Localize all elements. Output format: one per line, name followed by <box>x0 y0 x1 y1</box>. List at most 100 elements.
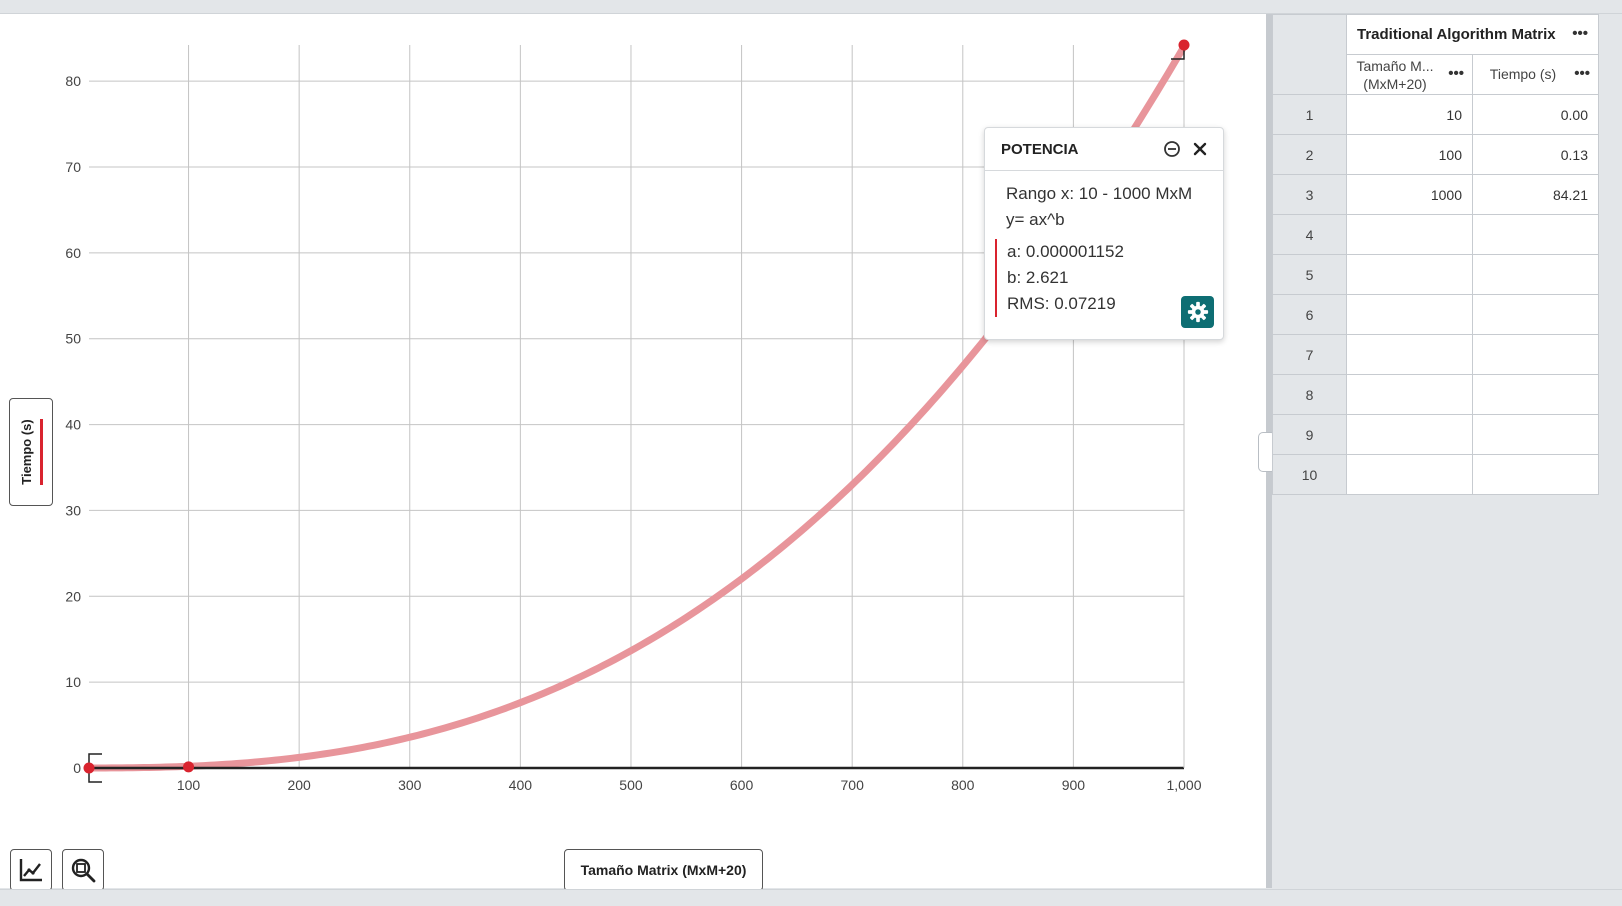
x-tick-label: 900 <box>1062 777 1086 793</box>
fit-range-text: Rango x: 10 - 1000 MxM <box>1006 184 1193 203</box>
row-number[interactable]: 1 <box>1272 94 1347 135</box>
cell-time[interactable] <box>1472 334 1599 375</box>
cell-time[interactable] <box>1472 374 1599 415</box>
y-tick-label: 70 <box>65 159 81 175</box>
cell-time[interactable] <box>1472 214 1599 255</box>
x-axis-label[interactable]: Tamaño Matrix (MxM+20) <box>564 849 763 891</box>
row-number[interactable]: 2 <box>1272 134 1347 175</box>
bottom-bar <box>0 889 1622 906</box>
table-row[interactable]: 8 <box>1272 374 1599 415</box>
x-axis-label-text: Tamaño Matrix (MxM+20) <box>580 862 747 878</box>
grid-lines <box>89 45 1185 768</box>
x-tick-label: 1,000 <box>1166 777 1201 793</box>
x-tick-label: 500 <box>619 777 643 793</box>
y-tick-label: 80 <box>65 73 81 89</box>
fit-param-b: b: 2.621 <box>1007 268 1069 287</box>
x-tick-label: 800 <box>951 777 975 793</box>
cell-size[interactable]: 1000 <box>1346 174 1473 215</box>
cell-size[interactable] <box>1346 414 1473 455</box>
cell-time[interactable]: 84.21 <box>1472 174 1599 215</box>
y-tick-label: 50 <box>65 331 81 347</box>
cell-time[interactable] <box>1472 414 1599 455</box>
fit-panel-title: POTENCIA <box>1001 140 1079 158</box>
x-tick-labels: 100 200 300 400 500 600 700 800 900 1,000 <box>177 777 1202 793</box>
series-color-swatch <box>40 419 43 485</box>
power-fit-panel[interactable]: POTENCIA Rango x: 10 - 1000 MxM y= ax^b … <box>984 127 1224 340</box>
case-menu-icon[interactable]: ••• <box>1572 25 1588 42</box>
table-row[interactable]: 6 <box>1272 294 1599 335</box>
row-number[interactable]: 6 <box>1272 294 1347 335</box>
top-bar <box>0 0 1622 14</box>
data-points <box>83 39 1190 774</box>
row-number[interactable]: 7 <box>1272 334 1347 375</box>
graph-line-icon <box>19 859 42 882</box>
row-number[interactable]: 10 <box>1272 454 1347 495</box>
case-table-title[interactable]: Traditional Algorithm Matrix ••• <box>1346 14 1599 55</box>
y-tick-labels: 0 10 20 30 40 50 60 70 80 <box>65 73 81 776</box>
x-tick-label: 600 <box>730 777 754 793</box>
table-pane: Traditional Algorithm Matrix ••• Tamaño … <box>1272 14 1622 888</box>
y-axis-label[interactable]: Tiempo (s) <box>9 398 53 506</box>
y-tick-label: 0 <box>73 760 81 776</box>
x-tick-label: 700 <box>841 777 865 793</box>
column-header-time-label: Tiempo (s) <box>1489 66 1557 82</box>
fit-parameters: a: 0.000001152 b: 2.621 RMS: 0.07219 <box>995 239 1223 317</box>
cell-size[interactable] <box>1346 214 1473 255</box>
table-row[interactable]: 7 <box>1272 334 1599 375</box>
cell-time[interactable]: 0.13 <box>1472 134 1599 175</box>
minus-circle-icon[interactable] <box>1161 138 1183 160</box>
y-tick-label: 30 <box>65 502 81 518</box>
row-number[interactable]: 8 <box>1272 374 1347 415</box>
cell-size[interactable] <box>1346 374 1473 415</box>
column-header-size[interactable]: Tamaño M... (MxM+20) ••• <box>1346 54 1473 95</box>
y-tick-label: 20 <box>65 588 81 604</box>
fit-equation-text: y= ax^b <box>1006 210 1065 229</box>
x-tick-label: 300 <box>398 777 422 793</box>
gear-icon <box>1187 301 1208 323</box>
cell-time[interactable] <box>1472 294 1599 335</box>
close-icon[interactable] <box>1189 138 1211 160</box>
row-number[interactable]: 9 <box>1272 414 1347 455</box>
column-header-size-line2: (MxM+20) <box>1363 76 1427 92</box>
cell-size[interactable] <box>1346 254 1473 295</box>
zoom-fit-icon <box>71 858 96 883</box>
cell-size[interactable]: 100 <box>1346 134 1473 175</box>
cell-time[interactable] <box>1472 454 1599 495</box>
column-menu-icon[interactable]: ••• <box>1574 65 1590 82</box>
graph-pane: 100 200 300 400 500 600 700 800 900 1,000 0 10 20 30… <box>0 14 1266 891</box>
cell-size[interactable] <box>1346 454 1473 495</box>
cell-time[interactable] <box>1472 254 1599 295</box>
table-row[interactable]: 5 <box>1272 254 1599 295</box>
table-row[interactable]: 3 1000 84.21 <box>1272 174 1599 215</box>
x-tick-label: 200 <box>287 777 311 793</box>
table-row[interactable]: 4 <box>1272 214 1599 255</box>
fit-settings-button[interactable] <box>1181 296 1214 328</box>
column-header-time[interactable]: Tiempo (s) ••• <box>1472 54 1599 95</box>
data-point[interactable] <box>1178 39 1190 51</box>
row-number[interactable]: 5 <box>1272 254 1347 295</box>
table-row[interactable]: 1 10 0.00 <box>1272 94 1599 135</box>
fit-param-a: a: 0.000001152 <box>1007 242 1124 261</box>
table-row[interactable]: 10 <box>1272 454 1599 495</box>
row-number[interactable]: 4 <box>1272 214 1347 255</box>
column-header-size-line1: Tamaño M... <box>1356 58 1434 74</box>
table-row[interactable]: 9 <box>1272 414 1599 455</box>
case-title-text: Traditional Algorithm Matrix <box>1357 26 1556 43</box>
column-menu-icon[interactable]: ••• <box>1448 65 1464 82</box>
y-tick-label: 60 <box>65 245 81 261</box>
fit-rms: RMS: 0.07219 <box>1007 294 1116 313</box>
x-tick-label: 400 <box>509 777 533 793</box>
cell-size[interactable]: 10 <box>1346 94 1473 135</box>
data-point[interactable] <box>83 762 95 774</box>
cell-size[interactable] <box>1346 334 1473 375</box>
data-point[interactable] <box>183 761 195 773</box>
table-corner <box>1272 14 1347 95</box>
data-table: Traditional Algorithm Matrix ••• Tamaño … <box>1272 14 1599 495</box>
row-number[interactable]: 3 <box>1272 174 1347 215</box>
zoom-fit-button[interactable] <box>62 849 104 891</box>
y-axis-label-text: Tiempo (s) <box>19 419 34 485</box>
table-row[interactable]: 2 100 0.13 <box>1272 134 1599 175</box>
cell-size[interactable] <box>1346 294 1473 335</box>
cell-time[interactable]: 0.00 <box>1472 94 1599 135</box>
graph-tools-button[interactable] <box>10 849 52 891</box>
